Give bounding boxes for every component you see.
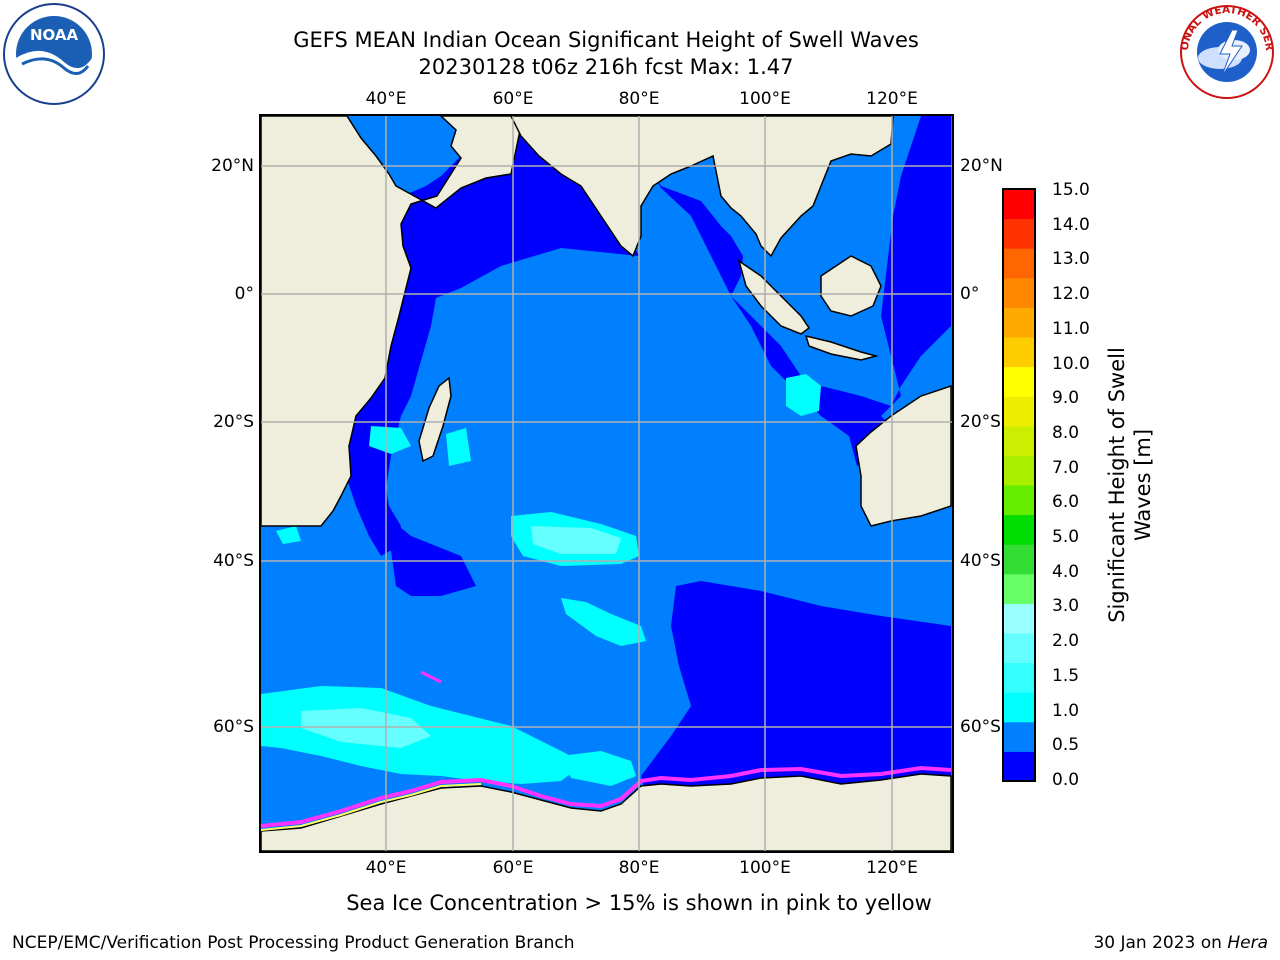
colorbar-swatch bbox=[1003, 396, 1035, 427]
colorbar-tick-label: 5.0 bbox=[1052, 527, 1080, 548]
noaa-logo: NOAA bbox=[3, 3, 105, 105]
colorbar-title-line1: Significant Height of Swell bbox=[1105, 347, 1129, 623]
colorbar-swatch bbox=[1003, 277, 1035, 308]
sea-ice-edge bbox=[261, 670, 952, 831]
colorbar-swatch bbox=[1003, 544, 1035, 575]
map-title: GEFS MEAN Indian Ocean Significant Heigh… bbox=[293, 28, 919, 52]
colorbar-swatch bbox=[1003, 485, 1035, 516]
colorbar-swatch bbox=[1003, 603, 1035, 634]
map-panel bbox=[259, 114, 954, 853]
credit-left: NCEP/EMC/Verification Post Processing Pr… bbox=[12, 933, 575, 953]
noaa-logo-text: NOAA bbox=[30, 26, 79, 44]
colorbar-swatch bbox=[1003, 692, 1035, 723]
colorbar-title: Significant Height of Swell Waves [m] bbox=[1104, 347, 1156, 623]
colorbar-swatch bbox=[1003, 366, 1035, 397]
colorbar-tick-label: 1.5 bbox=[1052, 665, 1080, 686]
colorbar-swatch bbox=[1003, 337, 1035, 368]
colorbar-tick-label: 11.0 bbox=[1052, 318, 1090, 339]
lat-tick-right: 40°S bbox=[960, 551, 1001, 571]
credit-machine: Hera bbox=[1227, 933, 1268, 953]
lon-tick-top: 60°E bbox=[492, 89, 534, 109]
colorbar-title-line2: Waves [m] bbox=[1131, 428, 1155, 542]
colorbar-tick-label: 7.0 bbox=[1052, 457, 1080, 478]
colorbar-swatch bbox=[1003, 455, 1035, 486]
colorbar-swatch bbox=[1003, 751, 1035, 782]
sea-ice-footnote: Sea Ice Concentration > 15% is shown in … bbox=[346, 891, 932, 915]
colorbar-tick-label: 1.0 bbox=[1052, 700, 1080, 721]
colorbar-tick-label: 12.0 bbox=[1052, 284, 1090, 305]
lat-tick-left: 40°S bbox=[213, 551, 254, 571]
lon-tick-top: 80°E bbox=[618, 89, 660, 109]
colorbar-swatch bbox=[1003, 633, 1035, 664]
lat-tick-left: 20°S bbox=[213, 412, 254, 432]
lon-tick-bottom: 80°E bbox=[618, 858, 660, 878]
colorbar-swatch bbox=[1003, 189, 1035, 220]
lon-tick-top: 40°E bbox=[365, 89, 407, 109]
colorbar-swatch bbox=[1003, 248, 1035, 279]
colorbar-swatch bbox=[1003, 721, 1035, 752]
swell-band-1.5-2.0 bbox=[301, 526, 621, 748]
map-subtitle: 20230128 t06z 216h fcst Max: 1.47 bbox=[418, 55, 794, 79]
credit-date: 30 Jan 2023 on bbox=[1093, 933, 1228, 953]
nws-logo: NATIONAL WEATHER SERVICE bbox=[1176, 2, 1275, 99]
colorbar-swatch bbox=[1003, 307, 1035, 338]
lon-tick-top: 100°E bbox=[739, 89, 791, 109]
lon-tick-bottom: 40°E bbox=[365, 858, 407, 878]
land bbox=[261, 116, 952, 851]
colorbar-swatch bbox=[1003, 662, 1035, 693]
lat-tick-right: 0° bbox=[960, 284, 980, 304]
lat-tick-right: 60°S bbox=[960, 717, 1001, 737]
lat-tick-left: 0° bbox=[234, 284, 254, 304]
colorbar-swatch bbox=[1003, 573, 1035, 604]
colorbar-tick-label: 13.0 bbox=[1052, 249, 1090, 270]
lat-tick-right: 20°N bbox=[960, 156, 1003, 176]
lon-tick-bottom: 120°E bbox=[866, 858, 918, 878]
colorbar-tick-label: 14.0 bbox=[1052, 214, 1090, 235]
colorbar-tick-label: 4.0 bbox=[1052, 561, 1080, 582]
lat-tick-right: 20°S bbox=[960, 412, 1001, 432]
lon-tick-bottom: 60°E bbox=[492, 858, 534, 878]
swell-height-map bbox=[261, 116, 952, 851]
lat-tick-left: 20°N bbox=[211, 156, 254, 176]
colorbar bbox=[1002, 188, 1036, 782]
colorbar-tick-label: 2.0 bbox=[1052, 631, 1080, 652]
graticule bbox=[261, 116, 952, 851]
colorbar-tick-label: 8.0 bbox=[1052, 422, 1080, 443]
colorbar-tick-label: 0.5 bbox=[1052, 735, 1080, 756]
colorbar-swatch bbox=[1003, 425, 1035, 456]
colorbar-tick-label: 0.0 bbox=[1052, 770, 1080, 790]
credit-right: 30 Jan 2023 on Hera bbox=[1093, 933, 1268, 953]
colorbar-swatch bbox=[1003, 218, 1035, 249]
lat-tick-left: 60°S bbox=[213, 717, 254, 737]
colorbar-tick-label: 3.0 bbox=[1052, 596, 1080, 617]
colorbar-tick-label: 6.0 bbox=[1052, 492, 1080, 513]
lon-tick-bottom: 100°E bbox=[739, 858, 791, 878]
colorbar-tick-label: 9.0 bbox=[1052, 388, 1080, 409]
colorbar-tick-label: 15.0 bbox=[1052, 180, 1090, 200]
lon-tick-top: 120°E bbox=[866, 89, 918, 109]
colorbar-swatch bbox=[1003, 514, 1035, 545]
colorbar-tick-label: 10.0 bbox=[1052, 353, 1090, 374]
